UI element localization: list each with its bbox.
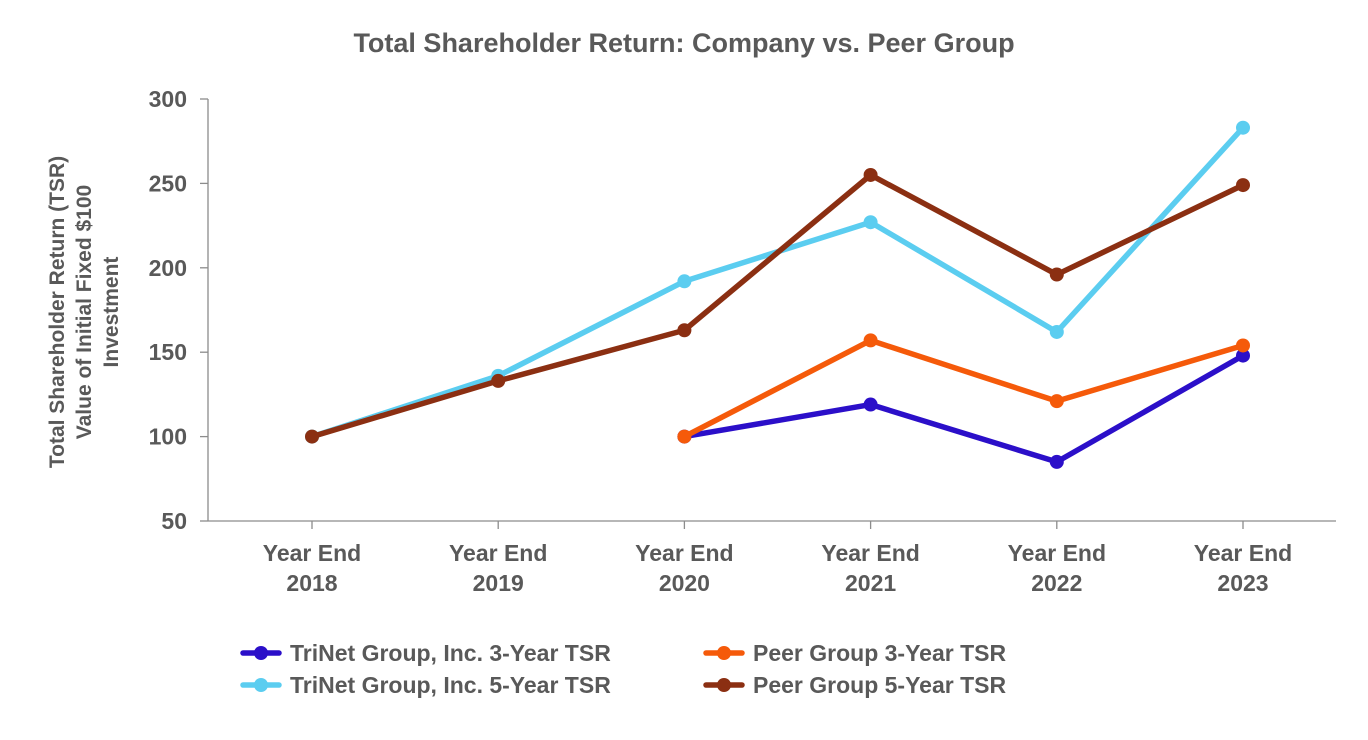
legend-item: TriNet Group, Inc. 5-Year TSR [240,672,611,698]
legend-swatch-marker [254,646,268,660]
data-point [677,429,692,444]
x-tick-label-line: Year End [263,540,361,566]
x-tick-label: Year End 2018 [263,540,361,596]
x-tick-label: Year End 2022 [1008,540,1106,596]
series-line [681,337,1246,440]
data-point [677,323,692,338]
series-line [681,352,1246,465]
series-line [309,172,1246,440]
data-point [1049,267,1064,282]
data-point [1049,454,1064,469]
data-point [305,429,319,444]
data-point [863,215,878,230]
legend: TriNet Group, Inc. 3-Year TSR Peer Group … [240,640,1006,698]
data-point [1236,338,1250,353]
x-tick-label: Year End 2020 [635,540,733,596]
legend-swatch-marker [717,678,731,692]
x-tick-label-line: Year End [1008,540,1106,566]
legend-label: TriNet Group, Inc. 3-Year TSR [290,640,611,666]
data-point [863,167,878,182]
x-tick-label-line: 2021 [845,570,896,596]
y-tick-label: 150 [149,339,187,365]
x-tick-label-line: 2018 [286,570,337,596]
x-tick-label: Year End 2023 [1194,540,1292,596]
legend-item: Peer Group 3-Year TSR [703,640,1006,666]
legend-label: TriNet Group, Inc. 5-Year TSR [290,672,611,698]
legend-label: Peer Group 3-Year TSR [753,640,1006,666]
chart-title: Total Shareholder Return: Company vs. Pe… [353,28,1014,58]
y-axis-label-line-2: Value of Initial Fixed $100 [73,185,96,439]
data-point [863,397,878,412]
legend-label: Peer Group 5-Year TSR [753,672,1006,698]
x-tick-label: Year End 2019 [449,540,547,596]
axes [207,99,1336,522]
series-layer [305,120,1250,469]
legend-swatch-marker [254,678,268,692]
y-tick-label: 300 [149,86,187,112]
series-peer-group-5-year-tsr [305,167,1250,444]
y-tick-label: 250 [149,170,187,196]
data-point [491,373,506,388]
x-tick-label: Year End 2021 [821,540,919,596]
data-point [1236,120,1250,135]
data-point [1049,394,1064,409]
x-tick-label-line: Year End [449,540,547,566]
x-tick-label-line: 2020 [659,570,710,596]
legend-swatch-marker [717,646,731,660]
y-axis-label: Total Shareholder Return (TSR) Value of … [46,156,123,468]
y-tick-label: 100 [149,424,187,450]
data-point [1236,178,1250,193]
legend-item: Peer Group 5-Year TSR [703,672,1006,698]
x-tick-label-line: 2022 [1031,570,1082,596]
y-axis-label-line-1: Total Shareholder Return (TSR) [46,156,69,468]
y-axis-ticks: 50 100 150 200 250 300 [149,86,208,534]
legend-item: TriNet Group, Inc. 3-Year TSR [240,640,611,666]
x-tick-label-line: Year End [821,540,919,566]
data-point [1049,324,1064,339]
y-axis-label-line-3: Investment [100,257,123,368]
data-point [863,333,878,348]
y-tick-label: 200 [149,255,187,281]
x-tick-label-line: Year End [635,540,733,566]
x-tick-label-line: 2019 [473,570,524,596]
data-point [677,274,692,289]
y-tick-label: 50 [161,508,187,534]
series-peer-group-3-year-tsr [677,333,1250,444]
x-tick-label-line: 2023 [1217,570,1268,596]
x-tick-label-line: Year End [1194,540,1292,566]
data-point [1236,348,1250,363]
